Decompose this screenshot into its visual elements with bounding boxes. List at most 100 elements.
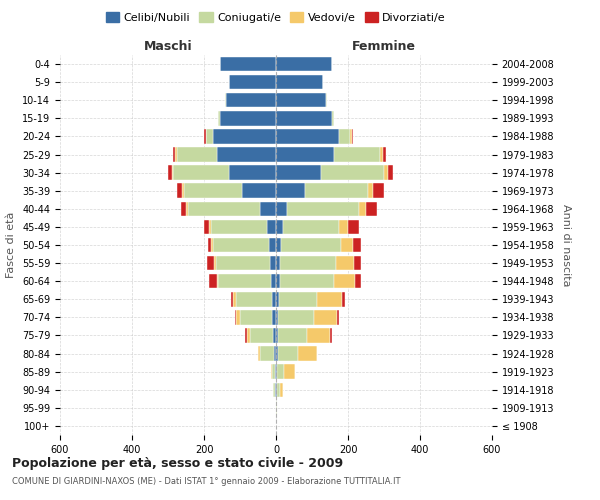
Bar [388,166,393,180]
Bar [380,148,383,162]
Bar [283,220,339,234]
Bar [342,292,346,306]
Bar [168,166,172,180]
Bar [220,57,276,72]
Bar [269,238,276,252]
Bar [274,346,276,361]
Bar [276,57,332,72]
Y-axis label: Fasce di età: Fasce di età [7,212,16,278]
Bar [368,184,373,198]
Bar [276,202,287,216]
Bar [278,310,314,324]
Bar [272,364,275,379]
Bar [225,93,226,108]
Bar [175,148,177,162]
Bar [337,310,339,324]
Bar [334,148,380,162]
Bar [354,256,361,270]
Bar [366,202,377,216]
Y-axis label: Anni di nascita: Anni di nascita [561,204,571,286]
Bar [276,328,278,342]
Bar [317,292,342,306]
Bar [213,238,269,252]
Bar [204,220,209,234]
Bar [242,184,276,198]
Bar [314,310,337,324]
Bar [276,256,280,270]
Bar [186,202,188,216]
Bar [173,148,175,162]
Bar [271,364,272,379]
Bar [220,111,276,126]
Bar [277,364,284,379]
Bar [339,220,348,234]
Bar [348,220,359,234]
Bar [287,202,359,216]
Bar [273,328,276,342]
Bar [231,292,233,306]
Bar [211,220,267,234]
Text: Popolazione per età, sesso e stato civile - 2009: Popolazione per età, sesso e stato civil… [12,458,343,470]
Bar [275,382,276,397]
Bar [276,400,277,415]
Bar [213,129,276,144]
Bar [281,238,341,252]
Bar [274,382,275,397]
Bar [276,75,323,90]
Bar [181,202,186,216]
Bar [276,274,280,288]
Bar [235,310,236,324]
Bar [280,274,334,288]
Bar [350,129,352,144]
Bar [355,274,361,288]
Bar [276,220,283,234]
Bar [383,148,386,162]
Bar [332,111,334,126]
Bar [336,256,354,270]
Bar [229,166,276,180]
Bar [334,274,355,288]
Bar [275,364,276,379]
Legend: Celibi/Nubili, Coniugati/e, Vedovi/e, Divorziati/e: Celibi/Nubili, Coniugati/e, Vedovi/e, Di… [101,8,451,28]
Bar [229,75,276,90]
Text: Femmine: Femmine [352,40,416,53]
Bar [276,310,278,324]
Bar [278,346,298,361]
Bar [276,111,332,126]
Bar [276,93,326,108]
Bar [258,346,260,361]
Bar [271,274,276,288]
Bar [277,382,280,397]
Bar [209,274,217,288]
Bar [272,310,276,324]
Bar [204,129,206,144]
Bar [269,256,276,270]
Bar [240,310,272,324]
Bar [341,238,353,252]
Bar [373,184,384,198]
Bar [188,202,260,216]
Bar [218,274,271,288]
Bar [384,166,388,180]
Bar [247,328,250,342]
Bar [276,364,277,379]
Bar [272,292,276,306]
Bar [326,93,327,108]
Bar [233,292,236,306]
Text: Maschi: Maschi [143,40,193,53]
Bar [215,256,269,270]
Bar [352,129,353,144]
Bar [284,364,295,379]
Bar [276,238,281,252]
Bar [260,346,274,361]
Bar [211,238,213,252]
Bar [279,292,317,306]
Bar [260,202,276,216]
Text: COMUNE DI GIARDINI-NAXOS (ME) - Dati ISTAT 1° gennaio 2009 - Elaborazione TUTTIT: COMUNE DI GIARDINI-NAXOS (ME) - Dati IST… [12,478,401,486]
Bar [276,129,339,144]
Bar [280,382,283,397]
Bar [339,129,350,144]
Bar [276,184,305,198]
Bar [209,220,211,234]
Bar [214,256,215,270]
